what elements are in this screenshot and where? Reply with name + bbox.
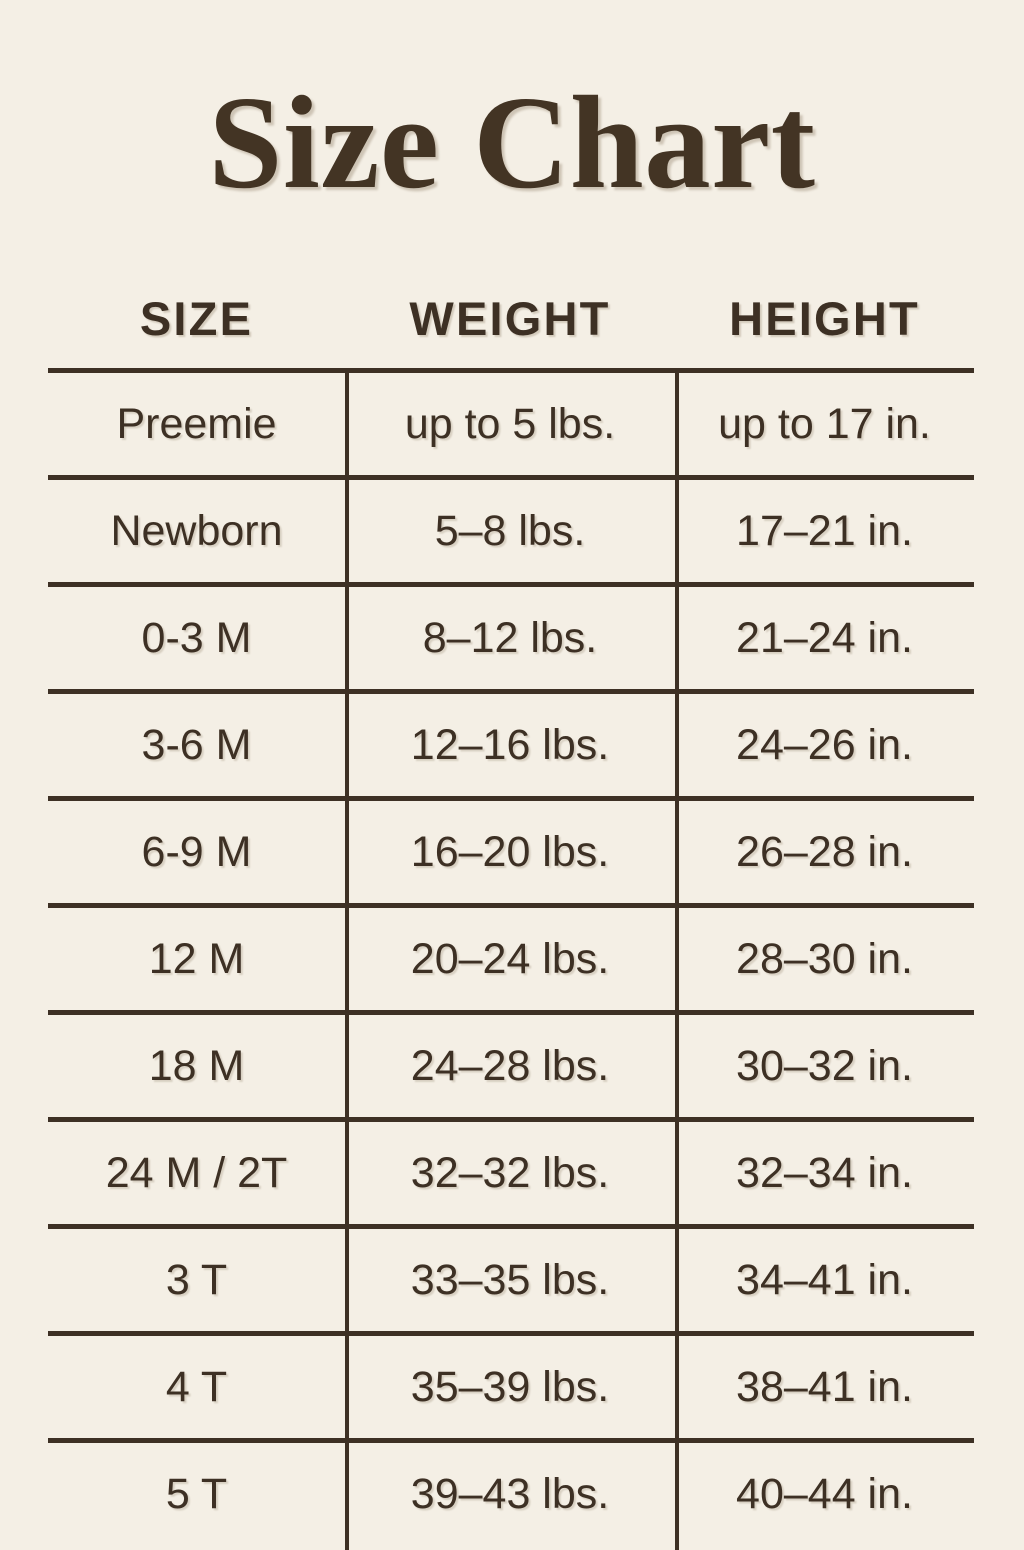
cell-height: 17–21 in. xyxy=(736,506,913,555)
cell-weight: 16–20 lbs. xyxy=(410,827,610,876)
table-row: 6-9 M 16–20 lbs. 26–28 in. xyxy=(48,801,974,908)
size-chart-table: SIZE WEIGHT HEIGHT Preemie up to 5 lbs. up… xyxy=(48,268,974,1550)
cell-weight: 8–12 lbs. xyxy=(422,613,598,662)
cell-size: 3-6 M xyxy=(141,720,252,769)
cell-weight: 32–32 lbs. xyxy=(410,1148,610,1197)
cell-height: 38–41 in. xyxy=(736,1362,913,1411)
cell-size: 6-9 M xyxy=(141,827,252,876)
cell-height: 34–41 in. xyxy=(736,1255,913,1304)
cell-weight: 35–39 lbs. xyxy=(410,1362,610,1411)
cell-height: 26–28 in. xyxy=(736,827,913,876)
table-header-row: SIZE WEIGHT HEIGHT xyxy=(48,268,974,368)
cell-weight: 24–28 lbs. xyxy=(410,1041,610,1090)
cell-size: 12 M xyxy=(148,934,245,983)
column-header-size: SIZE xyxy=(139,291,254,345)
table-row: Newborn 5–8 lbs. 17–21 in. xyxy=(48,480,974,587)
cell-weight: 12–16 lbs. xyxy=(410,720,610,769)
cell-size: Preemie xyxy=(116,399,277,448)
table-row: 5 T 39–43 lbs. 40–44 in. xyxy=(48,1443,974,1545)
cell-weight: up to 5 lbs. xyxy=(404,399,616,448)
page-title: Size Chart xyxy=(208,68,816,216)
cell-weight: 39–43 lbs. xyxy=(410,1469,610,1518)
cell-size: 4 T xyxy=(165,1362,228,1411)
cell-height: 30–32 in. xyxy=(736,1041,913,1090)
table-row: 24 M / 2T 32–32 lbs. 32–34 in. xyxy=(48,1122,974,1229)
cell-size: 5 T xyxy=(165,1469,228,1518)
cell-height: up to 17 in. xyxy=(718,399,931,448)
column-header-weight: WEIGHT xyxy=(409,291,611,345)
cell-size: 0-3 M xyxy=(141,613,252,662)
cell-size: Newborn xyxy=(110,506,283,555)
cell-size: 3 T xyxy=(165,1255,228,1304)
cell-weight: 5–8 lbs. xyxy=(434,506,586,555)
cell-height: 40–44 in. xyxy=(736,1469,913,1518)
table-body: Preemie up to 5 lbs. up to 17 in. Newborn 5–… xyxy=(48,368,974,1550)
table-row: 4 T 35–39 lbs. 38–41 in. xyxy=(48,1336,974,1443)
table-row: 0-3 M 8–12 lbs. 21–24 in. xyxy=(48,587,974,694)
table-row: 12 M 20–24 lbs. 28–30 in. xyxy=(48,908,974,1015)
cell-weight: 33–35 lbs. xyxy=(410,1255,610,1304)
table-row: 18 M 24–28 lbs. 30–32 in. xyxy=(48,1015,974,1122)
table-row: Preemie up to 5 lbs. up to 17 in. xyxy=(48,373,974,480)
cell-size: 18 M xyxy=(148,1041,245,1090)
cell-height: 28–30 in. xyxy=(736,934,913,983)
cell-height: 24–26 in. xyxy=(736,720,913,769)
cell-height: 32–34 in. xyxy=(736,1148,913,1197)
cell-size: 24 M / 2T xyxy=(105,1148,288,1197)
cell-height: 21–24 in. xyxy=(736,613,913,662)
table-row: 3-6 M 12–16 lbs. 24–26 in. xyxy=(48,694,974,801)
table-row: 3 T 33–35 lbs. 34–41 in. xyxy=(48,1229,974,1336)
column-header-height: HEIGHT xyxy=(729,291,920,345)
cell-weight: 20–24 lbs. xyxy=(410,934,610,983)
